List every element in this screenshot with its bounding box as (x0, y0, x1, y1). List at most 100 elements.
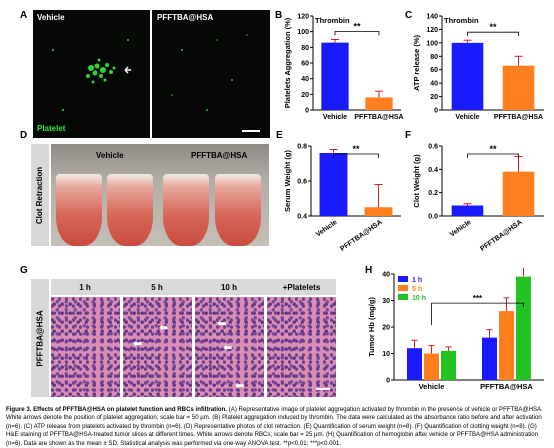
panel-label-h: H (365, 265, 373, 276)
rbc-arrow-icon: ⬅ (159, 322, 169, 334)
rbc-arrow-icon: ⬅ (235, 380, 245, 392)
y-tick-label: 40 (382, 272, 390, 279)
y-tick-label: 20 (301, 92, 309, 99)
x-tick-label: Vehicle (419, 382, 445, 391)
platelet-fluorescence-vehicle (52, 39, 131, 111)
clot-retraction-label: Clot Retraction (35, 166, 45, 224)
platelet-fluorescence-pfftba (171, 34, 260, 132)
legend-swatch (398, 285, 408, 291)
micrograph-vehicle: Vehicle Platelet (33, 10, 150, 138)
x-tick-label: PFFTBA@HSA (354, 114, 403, 121)
x-tick-label: PFFTBA@HSA (479, 219, 523, 253)
he-row-label: PFFTBA@HSA (35, 309, 45, 367)
significance-bracket (333, 153, 379, 158)
y-axis-label: Serum Weight (g) (283, 150, 292, 212)
significance-bracket (334, 31, 380, 36)
y-tick-label: 0.4 (297, 214, 307, 221)
y-tick-label: 40 (430, 81, 438, 88)
bar (441, 350, 456, 380)
y-tick-label: 100 (426, 40, 438, 47)
y-tick-label: 0.8 (297, 144, 307, 151)
significance-bracket (431, 302, 524, 326)
bar (502, 65, 535, 110)
bar (364, 207, 393, 216)
y-tick-label: 20 (382, 325, 390, 332)
bar (451, 42, 484, 110)
significance-label: ** (489, 22, 497, 32)
y-tick-label: 40 (301, 76, 309, 83)
significance-label: ** (352, 144, 360, 154)
tube-pfftba-1 (163, 174, 209, 246)
y-tick-label: 0.4 (428, 167, 438, 174)
significance-label: ** (489, 144, 497, 154)
y-tick-label: 10 (382, 351, 390, 358)
x-tick-label: PFFTBA@HSA (339, 219, 383, 253)
tube-pfftba-2 (215, 174, 261, 246)
y-tick-label: 120 (297, 14, 309, 21)
panel-label-e: E (276, 130, 283, 141)
panel-label-d: D (20, 130, 28, 141)
he-col-5h: 5 h (151, 283, 163, 292)
y-tick-label: 100 (297, 29, 309, 36)
chart-f-clot-weight: Clot Weight (g) 0.0 0.2 0.4 0.6 Vehicle PFFTBA… (412, 144, 544, 253)
he-image-10h: ⬅ ⬅ ⬅ (195, 297, 264, 397)
legend-swatch (398, 294, 408, 300)
legend-label: 5 h (412, 286, 422, 293)
y-tick-label: 0 (434, 108, 438, 115)
y-tick-label: 0.0 (428, 214, 438, 221)
photo-vehicle-label: Vehicle (96, 151, 124, 160)
photo-pfftba-label: PFFTBA@HSA (191, 151, 248, 160)
he-image-platelets (267, 297, 336, 397)
y-tick-label: 0.2 (428, 190, 438, 197)
y-tick-label: 80 (301, 45, 309, 52)
he-row-side-label: PFFTBA@HSA (31, 279, 49, 397)
y-tick-label: 60 (430, 67, 438, 74)
he-image-5h: ⬅ ⬅ (123, 297, 192, 397)
bar (424, 353, 439, 380)
y-axis-label: ATP release (%) (412, 35, 421, 91)
chart-annotation: Thrombin (315, 16, 350, 25)
tube-vehicle-1 (56, 174, 102, 246)
he-col-1h: 1 h (79, 283, 91, 292)
y-tick-label: 80 (430, 54, 438, 61)
bar (451, 205, 484, 216)
clot-retraction-photo: Vehicle PFFTBA@HSA (51, 144, 269, 246)
x-tick-label: Vehicle (315, 219, 339, 239)
micrograph-pfftba-label: PFFTBA@HSA (157, 13, 214, 22)
chart-h-tumor-hb: Tumor Hb (mg/g) 0 10 20 30 40 Vehicle PFFTBA@HS… (367, 268, 544, 391)
significance-bracket (467, 153, 519, 158)
bar (482, 337, 497, 380)
y-tick-label: 0.6 (428, 144, 438, 151)
chart-b-platelet-aggregation: Platelets Aggregation (%) 0 20 40 60 80 100 120… (283, 14, 404, 122)
panel-label-b: B (275, 10, 283, 21)
clot-retraction-side-label: Clot Retraction (31, 144, 49, 246)
he-image-1h (51, 297, 120, 397)
y-tick-label: 120 (426, 27, 438, 34)
micrograph-platelet-label: Platelet (37, 124, 66, 133)
micrograph-pfftba: PFFTBA@HSA (152, 10, 270, 138)
legend-swatch (398, 276, 408, 282)
tube-vehicle-2 (107, 174, 153, 246)
rbc-arrow-icon: ⬅ (217, 318, 227, 330)
bar (365, 97, 393, 110)
rbc-arrow-icon: ⬅ (133, 338, 143, 350)
rbc-arrow-icon: ⬅ (223, 342, 233, 354)
y-tick-label: 140 (426, 14, 438, 21)
significance-bracket (467, 31, 519, 37)
he-col-platelets: +Platelets (282, 283, 321, 292)
y-axis-label: Platelets Aggregation (%) (283, 17, 292, 108)
he-column-header-strip (51, 279, 336, 295)
legend-label: 1 h (412, 277, 422, 284)
chart-c-atp-release: ATP release (%) 0 20 40 60 80 100 120 140 Vehicle… (412, 14, 544, 121)
y-tick-label: 60 (301, 61, 309, 68)
bar (321, 42, 349, 111)
y-tick-label: 0 (305, 108, 309, 115)
y-tick-label: 30 (382, 298, 390, 305)
panel-label-a: A (20, 10, 28, 21)
significance-label: ** (353, 22, 361, 32)
scale-bar (316, 388, 330, 390)
bar (502, 171, 535, 216)
micrograph-vehicle-label: Vehicle (37, 13, 65, 22)
y-tick-label: 20 (430, 94, 438, 101)
x-tick-label: PFFTBA@HSA (480, 382, 533, 391)
